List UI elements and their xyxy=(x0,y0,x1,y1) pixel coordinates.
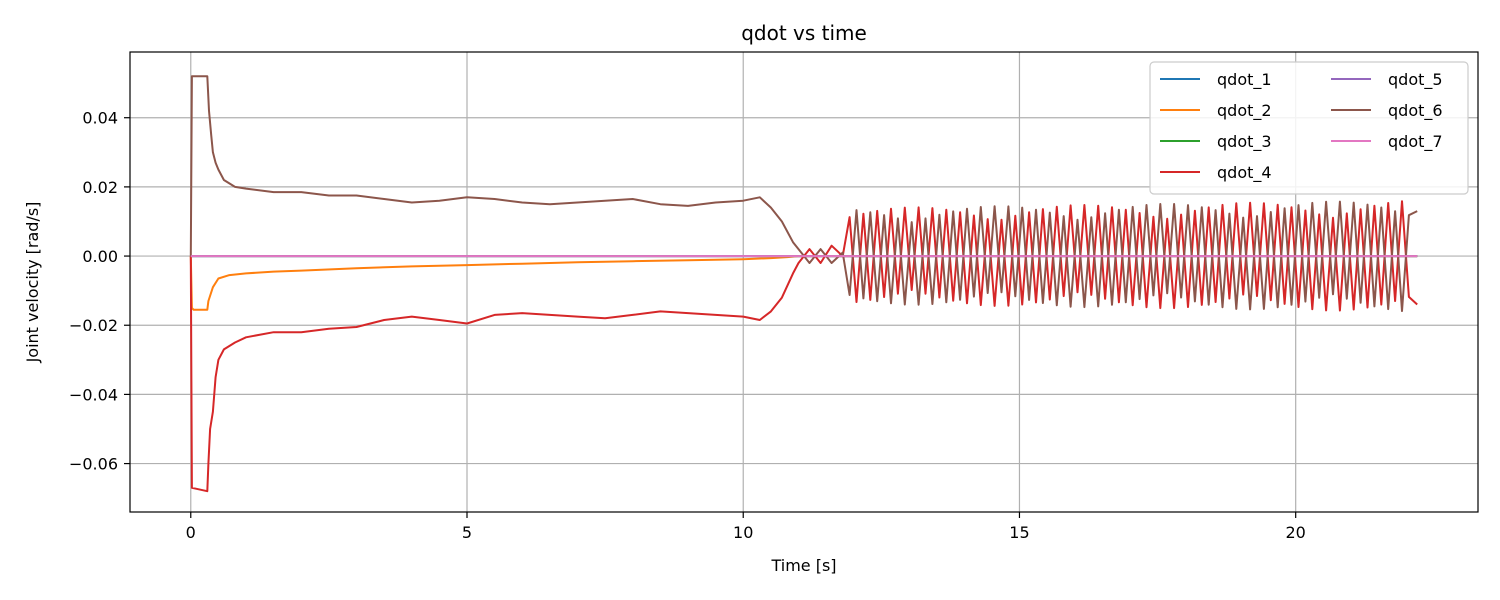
y-tick-label: 0.00 xyxy=(82,247,118,266)
legend-label: qdot_7 xyxy=(1388,132,1443,152)
x-tick-label: 0 xyxy=(186,523,196,542)
legend-label: qdot_3 xyxy=(1217,132,1272,152)
series-line-qdot-2 xyxy=(189,255,1418,311)
x-tick-label: 20 xyxy=(1286,523,1306,542)
y-tick-label: −0.02 xyxy=(69,316,118,335)
series-line-qdot-6 xyxy=(189,75,1418,312)
legend-label: qdot_5 xyxy=(1388,70,1443,90)
chart-title: qdot vs time xyxy=(741,21,867,45)
x-axis-title: Time [s] xyxy=(770,556,836,575)
plot-frame xyxy=(129,51,1479,513)
x-tick-label: 5 xyxy=(462,523,472,542)
legend: qdot_1 qdot_2 qdot_3 qdot_4 qdot_5 qdot_6qdot… xyxy=(1149,61,1469,195)
y-tick-label: −0.04 xyxy=(69,385,118,404)
y-tick-label: 0.02 xyxy=(82,178,118,197)
legend-label: qdot_4 xyxy=(1217,163,1272,183)
axis-ticks: 0 5 10 15 20 −0.06 −0.04 −0.02 0.00 0.02 0.04 xyxy=(69,109,1306,542)
legend-box xyxy=(1149,61,1469,195)
series-line-qdot-4 xyxy=(189,200,1418,493)
legend-label: qdot_6 xyxy=(1388,101,1443,121)
legend-label: qdot_1 xyxy=(1217,70,1272,90)
plot-lines xyxy=(189,75,1418,493)
y-tick-label: −0.06 xyxy=(69,455,118,474)
y-tick-label: 0.04 xyxy=(82,109,118,128)
x-tick-label: 15 xyxy=(1009,523,1029,542)
x-tick-label: 10 xyxy=(733,523,753,542)
legend-label: qdot_2 xyxy=(1217,101,1272,121)
y-axis-title: Joint velocity [rad/s] xyxy=(23,202,42,364)
